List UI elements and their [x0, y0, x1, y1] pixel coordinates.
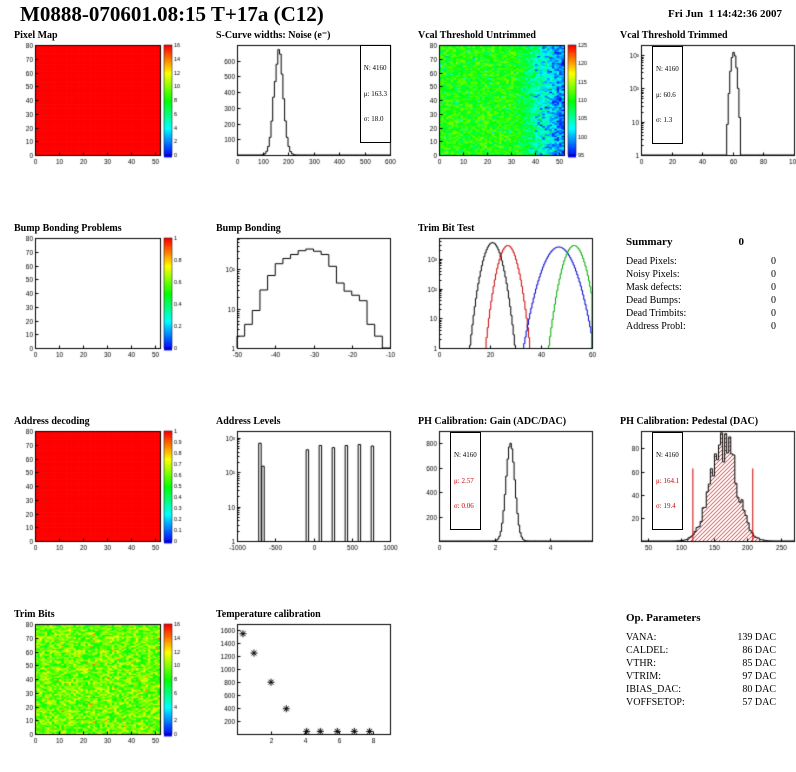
trim-bits-canvas	[10, 621, 196, 747]
temperature-calibration-plot: Temperature calibration	[212, 609, 408, 769]
bump-bonding-problems-plot: Bump Bonding Problems	[10, 223, 206, 383]
address-decoding-canvas	[10, 428, 196, 554]
ph-pedestal-plot: PH Calibration: Pedestal (DAC) N: 4160 μ…	[616, 416, 796, 576]
bump-bonding-plot: Bump Bonding	[212, 223, 408, 383]
trim-bit-test-canvas	[414, 235, 600, 361]
address-levels-canvas	[212, 428, 398, 554]
summary-row: Address Probl: 0	[626, 321, 776, 332]
summary-total: 0	[738, 236, 745, 248]
pixel-map-plot: Pixel Map	[10, 30, 206, 190]
vcal-threshold-trimmed-plot: Vcal Threshold Trimmed N: 4160 μ: 60.6 σ…	[616, 30, 796, 190]
plot-title: Address Levels	[216, 416, 281, 427]
stats-box: N: 4160 μ: 60.6 σ: 1.3	[652, 46, 683, 144]
plot-title: S-Curve widths: Noise (e⁻)	[216, 30, 331, 41]
page-title: M0888-070601.08:15 T+17a (C12)	[20, 2, 324, 26]
ph-pedestal-canvas	[616, 428, 796, 554]
ph-gain-plot: PH Calibration: Gain (ADC/DAC) N: 4160 μ…	[414, 416, 610, 576]
stats-box: N: 4160 μ: 163.3 σ: 18.0	[359, 45, 391, 143]
vcal-threshold-untrimmed-plot: Vcal Threshold Untrimmed	[414, 30, 610, 190]
temperature-calibration-canvas	[212, 621, 398, 747]
op-parameter-row: VTRIM: 97 DAC	[626, 671, 776, 682]
summary-block: Summary 0 Dead Pixels: 0 Noisy Pixels: 0 M…	[626, 236, 776, 333]
bump-bonding-canvas	[212, 235, 398, 361]
plot-title: Trim Bits	[14, 609, 55, 620]
summary-row: Dead Pixels: 0	[626, 256, 776, 267]
op-parameter-row: VTHR: 85 DAC	[626, 658, 776, 669]
plot-title: Vcal Threshold Trimmed	[620, 30, 728, 41]
plot-title: PH Calibration: Pedestal (DAC)	[620, 416, 759, 427]
timestamp: Fri Jun 1 14:42:36 2007	[668, 8, 782, 20]
stats-entries: N: 4160	[363, 64, 387, 72]
pixel-map-canvas	[10, 42, 196, 168]
plot-title: Temperature calibration	[216, 609, 321, 620]
op-parameters-block: Op. Parameters VANA: 139 DAC CALDEL: 86 DA…	[626, 612, 776, 709]
op-parameters-title: Op. Parameters	[626, 612, 701, 624]
plot-title: Bump Bonding	[216, 223, 281, 234]
s-curve-noise-plot: S-Curve widths: Noise (e⁻) N: 4160 μ: 16…	[212, 30, 408, 190]
bump-bonding-problems-canvas	[10, 235, 196, 361]
plot-title: Trim Bit Test	[418, 223, 475, 234]
vcal-threshold-untrimmed-canvas	[414, 42, 600, 168]
stats-box: N: 4160 μ: 2.57 σ: 0.06	[450, 432, 481, 530]
summary-row: Dead Trimbits: 0	[626, 308, 776, 319]
ph-gain-canvas	[414, 428, 600, 554]
address-decoding-plot: Address decoding	[10, 416, 206, 576]
stats-box: N: 4160 μ: 164.1 σ: 19.4	[652, 432, 684, 530]
op-parameter-row: CALDEL: 86 DAC	[626, 645, 776, 656]
plot-title: Vcal Threshold Untrimmed	[418, 30, 536, 41]
op-parameter-row: IBIAS_DAC: 80 DAC	[626, 684, 776, 695]
summary-row: Noisy Pixels: 0	[626, 269, 776, 280]
plot-title: PH Calibration: Gain (ADC/DAC)	[418, 416, 567, 427]
summary-title: Summary	[626, 236, 673, 248]
trim-bits-plot: Trim Bits	[10, 609, 206, 769]
address-levels-plot: Address Levels	[212, 416, 408, 576]
plot-title: Address decoding	[14, 416, 90, 427]
plot-title: Bump Bonding Problems	[14, 223, 122, 234]
vcal-threshold-trimmed-canvas	[616, 42, 796, 168]
summary-row: Mask defects: 0	[626, 282, 776, 293]
trim-bit-test-plot: Trim Bit Test	[414, 223, 610, 383]
op-parameter-row: VANA: 139 DAC	[626, 632, 776, 643]
op-parameter-row: VOFFSETOP: 57 DAC	[626, 697, 776, 708]
summary-row: Dead Bumps: 0	[626, 295, 776, 306]
plot-title: Pixel Map	[14, 30, 58, 41]
